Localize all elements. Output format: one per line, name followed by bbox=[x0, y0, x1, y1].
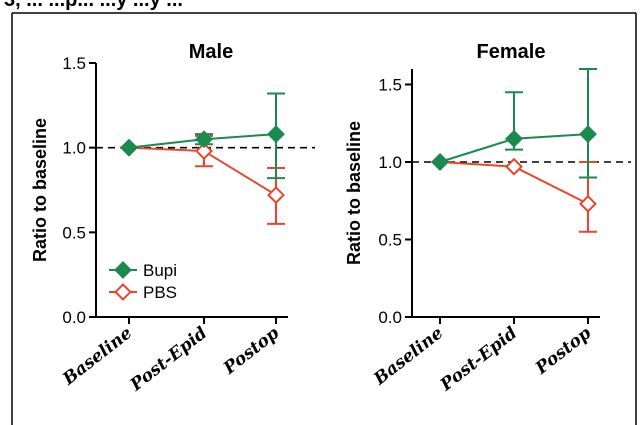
y-tick-label: 1.0 bbox=[378, 153, 402, 172]
data-point bbox=[579, 125, 597, 144]
data-point bbox=[505, 157, 523, 176]
panel-title: Female bbox=[477, 41, 546, 63]
series-bupi bbox=[431, 68, 597, 179]
y-axis-label: Ratio to baseline bbox=[30, 118, 50, 262]
panel-female: Female Ratio to baseline 0.0 0.5 1.0 1.5 Basel… bbox=[344, 41, 631, 396]
data-point bbox=[195, 142, 213, 160]
series-pbs bbox=[120, 134, 285, 225]
data-point bbox=[505, 129, 523, 148]
x-tick-label: Post-Epid bbox=[436, 323, 521, 396]
x-tick-label: Baseline bbox=[369, 323, 447, 390]
legend-label: Bupi bbox=[143, 261, 177, 280]
y-tick-label: 0.5 bbox=[62, 223, 86, 242]
y-tick-label: 0.0 bbox=[378, 308, 402, 327]
data-point bbox=[267, 186, 285, 204]
y-tick-label: 0.0 bbox=[62, 308, 86, 327]
y-tick-label: 0.5 bbox=[378, 231, 402, 250]
legend-marker bbox=[114, 283, 132, 301]
y-tick-label: 1.0 bbox=[62, 139, 86, 158]
data-point bbox=[195, 130, 213, 149]
legend-label: PBS bbox=[143, 283, 177, 302]
header-text: 3, ... ...p... ...y ...y ... bbox=[4, 0, 183, 11]
data-point bbox=[579, 194, 597, 213]
legend-marker bbox=[114, 261, 132, 279]
series-pbs bbox=[431, 153, 597, 233]
chart-panels: Male Ratio to baseline 0.0 0.5 1.0 1.5 Baselin… bbox=[30, 41, 631, 396]
data-point bbox=[431, 153, 449, 171]
panel-male: Male Ratio to baseline 0.0 0.5 1.0 1.5 Baselin… bbox=[30, 41, 315, 396]
x-tick-label: Postop bbox=[531, 323, 595, 379]
y-axis-label: Ratio to baseline bbox=[344, 121, 364, 265]
series-bupi bbox=[120, 92, 285, 180]
x-tick-label: Postop bbox=[219, 323, 283, 379]
data-point bbox=[267, 125, 285, 144]
data-point bbox=[120, 138, 138, 157]
x-tick-label: Baseline bbox=[58, 323, 136, 390]
panel-title: Male bbox=[189, 41, 233, 63]
y-tick-label: 1.5 bbox=[62, 54, 86, 73]
x-tick-label: Post-Epid bbox=[126, 323, 211, 396]
y-tick-label: 1.5 bbox=[378, 76, 402, 95]
